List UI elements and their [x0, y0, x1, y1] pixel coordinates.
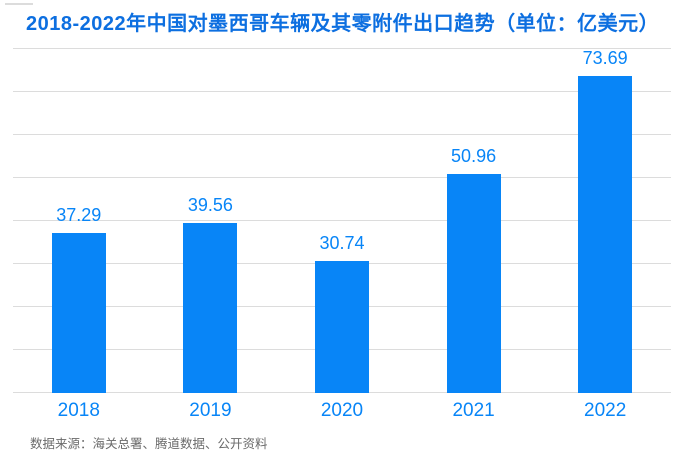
top-left-divider-line: [5, 3, 33, 5]
gridline: [13, 48, 671, 49]
bar-value-label: 39.56: [187, 194, 233, 215]
gridline: [13, 134, 671, 135]
x-axis-label: 2022: [584, 400, 627, 421]
bar: [51, 232, 106, 393]
gridline: [13, 177, 671, 178]
bar: [578, 76, 633, 393]
data-source-note: 数据来源：海关总署、腾道数据、公开资料: [30, 437, 268, 451]
x-axis-label: 2021: [452, 400, 495, 421]
bar-group: 39.56: [145, 49, 277, 393]
bar: [446, 173, 501, 393]
bar-group: 73.69: [539, 49, 671, 393]
bar-value-label: 73.69: [582, 48, 628, 69]
gridline: [13, 220, 671, 221]
x-axis-label: 2020: [320, 400, 364, 421]
chart-title: 2018-2022年中国对墨西哥车辆及其零附件出口趋势（单位：亿美元）: [26, 13, 660, 35]
bar: [183, 222, 238, 393]
bar-value-label: 50.96: [451, 145, 497, 166]
bar-group: 37.29: [13, 49, 145, 393]
bar-value-label: 30.74: [319, 232, 365, 253]
x-axis: 2018 2019 2020 2021 2022: [13, 399, 671, 423]
bar-group: 30.74: [276, 49, 408, 393]
bar-value-label: 37.29: [56, 204, 102, 225]
bar-group: 50.96: [408, 49, 540, 393]
x-axis-label: 2018: [57, 400, 100, 421]
bar-chart: 37.29 39.56 30.74 50.96 73.69: [13, 48, 671, 393]
x-axis-label: 2019: [189, 400, 232, 421]
plot-area: 37.29 39.56 30.74 50.96 73.69: [13, 49, 671, 393]
gridline: [13, 91, 671, 92]
bar: [314, 260, 369, 393]
